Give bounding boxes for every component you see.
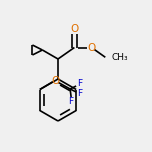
Text: F: F <box>69 97 74 105</box>
Text: F: F <box>78 90 83 98</box>
Text: F: F <box>78 79 83 88</box>
Text: O: O <box>87 43 95 53</box>
Text: O: O <box>51 76 60 85</box>
Text: CH₃: CH₃ <box>111 53 128 62</box>
Text: O: O <box>70 24 79 34</box>
